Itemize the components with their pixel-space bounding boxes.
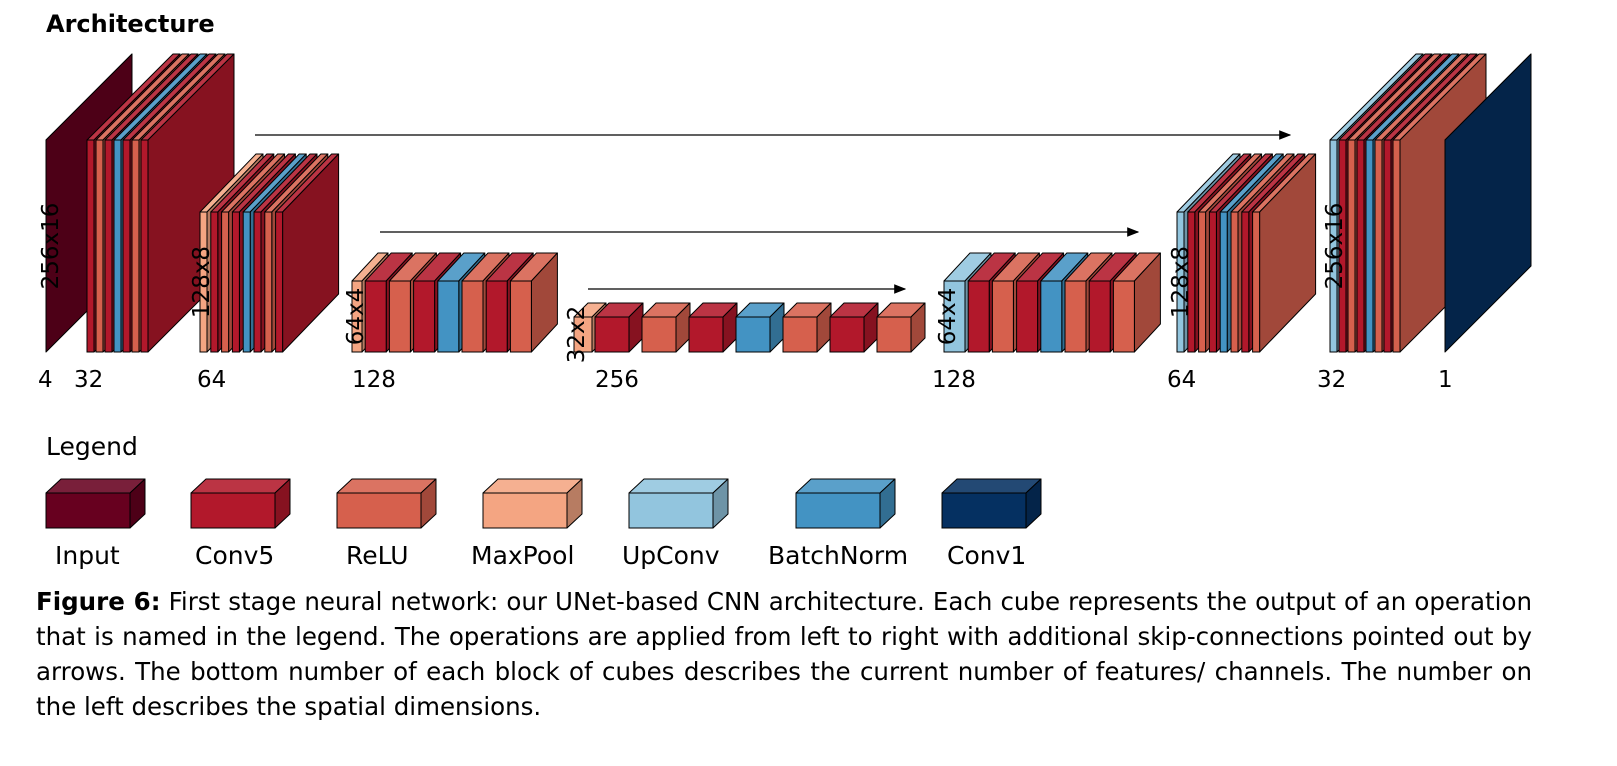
channels-label: 1 <box>1438 367 1453 393</box>
block-5-conv5-cube <box>829 302 879 353</box>
block-4-relu-cube <box>509 252 558 353</box>
legend-conv1-swatch <box>941 478 1042 529</box>
block-9 <box>1444 53 1532 353</box>
block-5 <box>573 302 926 353</box>
block-3 <box>199 153 340 353</box>
legend-item-maxpool: MaxPool <box>471 478 583 570</box>
legend-item-relu: ReLU <box>336 478 437 570</box>
channels-label: 256 <box>595 367 639 393</box>
legend-title: Legend <box>46 432 138 461</box>
architecture-title: Architecture <box>46 10 215 38</box>
block-2 <box>86 53 235 353</box>
channels-label: 128 <box>932 367 976 393</box>
legend-batchnorm-swatch <box>795 478 896 529</box>
spatial-label: 64x4 <box>343 288 369 346</box>
block-7-relu-cube <box>1252 153 1317 353</box>
spatial-label: 256x16 <box>38 203 64 290</box>
legend-label: ReLU <box>346 541 409 570</box>
legend-item-batchnorm: BatchNorm <box>768 478 908 570</box>
block-8 <box>1329 53 1487 353</box>
legend-label: MaxPool <box>471 541 574 570</box>
block-9-conv1-cube <box>1444 53 1532 353</box>
block-5-relu-cube <box>641 302 691 353</box>
legend-relu-swatch <box>336 478 437 529</box>
channels-label: 32 <box>74 367 103 393</box>
channels-label: 32 <box>1317 367 1346 393</box>
legend-label: Conv5 <box>195 541 274 570</box>
spatial-label: 128x8 <box>1168 246 1194 318</box>
block-4 <box>351 252 558 353</box>
block-5-relu-cube <box>876 302 926 353</box>
legend-input-swatch <box>45 478 146 529</box>
block-5-conv5-cube <box>594 302 644 353</box>
block-5-relu-cube <box>782 302 832 353</box>
spatial-label: 128x8 <box>189 246 215 318</box>
legend-item-conv1: Conv1 <box>941 478 1042 570</box>
block-6 <box>943 252 1161 353</box>
channels-label: 128 <box>352 367 396 393</box>
legend-conv5-swatch <box>190 478 291 529</box>
figure-caption: Figure 6: First stage neural network: ou… <box>36 584 1532 724</box>
channels-label: 64 <box>1167 367 1196 393</box>
block-5-batchnorm-cube <box>735 302 785 353</box>
caption-text: First stage neural network: our UNet-bas… <box>36 587 1532 721</box>
legend-upconv-swatch <box>628 478 729 529</box>
legend-item-upconv: UpConv <box>622 478 729 570</box>
legend-maxpool-swatch <box>482 478 583 529</box>
legend-label: Conv1 <box>947 541 1026 570</box>
legend-label: BatchNorm <box>768 541 908 570</box>
spatial-label: 32x2 <box>564 306 590 364</box>
channels-label: 64 <box>197 367 226 393</box>
channels-label: 4 <box>38 367 53 393</box>
legend-label: UpConv <box>622 541 720 570</box>
legend-label: Input <box>55 541 120 570</box>
block-5-conv5-cube <box>688 302 738 353</box>
block-6-relu-cube <box>1112 252 1161 353</box>
block-7 <box>1176 153 1317 353</box>
spatial-label: 64x4 <box>935 288 961 346</box>
block-3-conv5-cube <box>275 153 340 353</box>
caption-label: Figure 6: <box>36 587 161 616</box>
spatial-label: 256x16 <box>1322 203 1348 290</box>
legend-item-input: Input <box>45 478 146 570</box>
legend-item-conv5: Conv5 <box>190 478 291 570</box>
